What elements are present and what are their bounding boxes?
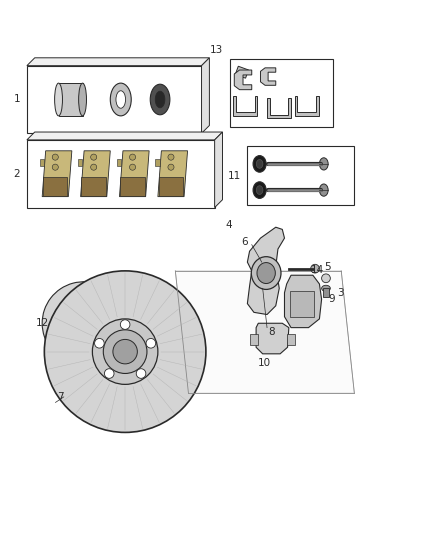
- Circle shape: [168, 164, 174, 170]
- Polygon shape: [201, 58, 209, 133]
- Circle shape: [91, 154, 97, 160]
- Polygon shape: [158, 151, 187, 197]
- Ellipse shape: [55, 83, 63, 116]
- Polygon shape: [120, 151, 149, 197]
- Text: 10: 10: [258, 358, 272, 368]
- Circle shape: [52, 164, 58, 170]
- Circle shape: [44, 271, 206, 432]
- Circle shape: [321, 274, 330, 282]
- Circle shape: [136, 369, 146, 378]
- Circle shape: [72, 294, 78, 300]
- Bar: [287, 334, 295, 345]
- Polygon shape: [234, 70, 252, 90]
- Bar: [159, 176, 183, 196]
- Circle shape: [95, 338, 104, 348]
- Circle shape: [92, 319, 158, 384]
- Ellipse shape: [253, 156, 266, 172]
- Polygon shape: [247, 227, 285, 314]
- Circle shape: [103, 330, 147, 374]
- Circle shape: [91, 164, 97, 170]
- Polygon shape: [27, 58, 209, 66]
- Text: 1: 1: [14, 94, 20, 104]
- Text: 14: 14: [311, 264, 324, 274]
- Polygon shape: [215, 132, 223, 207]
- Bar: [27, 140, 215, 207]
- Bar: [78, 159, 82, 166]
- Circle shape: [104, 369, 114, 378]
- Circle shape: [146, 338, 155, 348]
- Ellipse shape: [79, 83, 86, 116]
- Polygon shape: [285, 275, 321, 328]
- Text: 3: 3: [337, 288, 343, 298]
- Text: 9: 9: [328, 294, 335, 304]
- Bar: [235, 66, 248, 78]
- Circle shape: [254, 261, 279, 285]
- Bar: [247, 147, 354, 205]
- Ellipse shape: [256, 185, 263, 195]
- Ellipse shape: [256, 159, 263, 168]
- Bar: [59, 83, 82, 116]
- Ellipse shape: [253, 182, 266, 198]
- Bar: [290, 290, 314, 317]
- Text: 12: 12: [35, 318, 49, 328]
- Polygon shape: [42, 151, 72, 197]
- Ellipse shape: [251, 257, 281, 289]
- Circle shape: [113, 340, 138, 364]
- Polygon shape: [294, 96, 318, 116]
- Ellipse shape: [110, 83, 131, 116]
- Bar: [43, 176, 67, 196]
- Text: 2: 2: [14, 169, 20, 179]
- Bar: [250, 334, 258, 345]
- Polygon shape: [261, 68, 276, 85]
- Circle shape: [130, 154, 136, 160]
- Text: 13: 13: [210, 45, 223, 55]
- Circle shape: [120, 320, 130, 329]
- Ellipse shape: [319, 184, 328, 196]
- Circle shape: [52, 154, 58, 160]
- Text: 6: 6: [241, 238, 247, 247]
- Text: 4: 4: [226, 220, 232, 230]
- Circle shape: [168, 154, 174, 160]
- Bar: [81, 176, 106, 196]
- Polygon shape: [81, 151, 110, 197]
- Polygon shape: [233, 96, 258, 116]
- Text: 8: 8: [268, 327, 275, 337]
- Bar: [27, 66, 201, 133]
- Wedge shape: [42, 282, 120, 365]
- Wedge shape: [60, 299, 106, 348]
- Polygon shape: [175, 271, 354, 393]
- Circle shape: [311, 264, 319, 273]
- Ellipse shape: [257, 263, 276, 284]
- Text: 7: 7: [57, 392, 64, 402]
- Bar: [155, 159, 159, 166]
- Polygon shape: [267, 99, 291, 118]
- Bar: [230, 59, 332, 127]
- Circle shape: [130, 164, 136, 170]
- Text: 5: 5: [324, 262, 330, 271]
- Bar: [323, 288, 329, 297]
- Bar: [117, 159, 121, 166]
- Polygon shape: [27, 132, 223, 140]
- Text: 11: 11: [228, 171, 241, 181]
- Bar: [39, 159, 44, 166]
- Polygon shape: [256, 323, 289, 354]
- Ellipse shape: [150, 84, 170, 115]
- Ellipse shape: [116, 91, 126, 108]
- Ellipse shape: [155, 91, 165, 108]
- Bar: [120, 176, 145, 196]
- Circle shape: [76, 346, 82, 352]
- Ellipse shape: [321, 285, 330, 292]
- Ellipse shape: [319, 158, 328, 170]
